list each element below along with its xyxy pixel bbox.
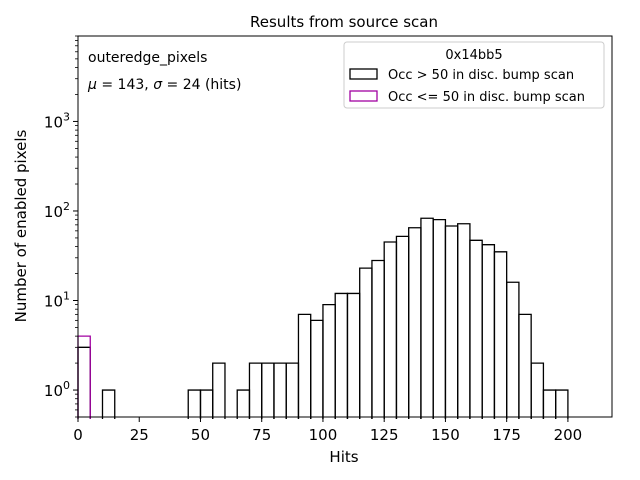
histogram-bin [187, 389, 202, 419]
y-tick-label: 102 [44, 200, 70, 221]
annotation-dataset-name: outeredge_pixels [88, 50, 207, 66]
y-axis: 100 101 102 103 [44, 35, 78, 418]
histogram-bin [285, 362, 300, 419]
histogram-bin [383, 241, 398, 419]
histogram-bin [248, 362, 263, 419]
y-tick-label: 101 [44, 290, 70, 311]
x-axis: 0 25 50 75 100 125 150 175 200 [73, 417, 582, 444]
x-tick-label: 25 [130, 426, 149, 444]
histogram-bin [199, 389, 214, 419]
x-tick-label: 0 [73, 426, 83, 444]
histogram-bin [420, 217, 434, 419]
histogram-bin [555, 389, 569, 419]
legend-swatch-occ-below-50 [349, 90, 378, 102]
histogram-bin [334, 292, 349, 419]
histogram-bin [395, 235, 410, 419]
histogram-bin [457, 223, 471, 419]
x-tick-label: 50 [191, 426, 210, 444]
annotation-stats: μ = 143, σ = 24 (hits) [87, 77, 241, 93]
histogram-bin [297, 313, 312, 419]
x-tick-label: 100 [309, 426, 338, 444]
histogram-bin [77, 346, 91, 419]
histogram-bin [408, 227, 422, 419]
histogram-bin [518, 313, 532, 419]
plot-bars [77, 217, 569, 419]
histogram-bin [77, 335, 91, 419]
histogram-bin [310, 319, 324, 419]
histogram-bin [530, 362, 545, 419]
series-1 [77, 335, 91, 419]
y-axis-label: Number of enabled pixels [12, 129, 30, 322]
sigma-symbol: σ [153, 77, 163, 93]
x-tick-label: 175 [492, 426, 521, 444]
legend-label-occ-above-50: Occ > 50 in disc. bump scan [388, 68, 574, 83]
histogram-bin [236, 389, 251, 419]
x-tick-label: 200 [554, 426, 583, 444]
legend: 0x14bb5 Occ > 50 in disc. bump scan Occ … [343, 41, 605, 109]
x-tick-label: 150 [431, 426, 460, 444]
legend-swatch-occ-above-50 [349, 68, 378, 80]
histogram-bin [493, 251, 508, 419]
histogram-bin [469, 239, 483, 419]
x-tick-label: 75 [252, 426, 271, 444]
histogram-bin [212, 362, 226, 419]
x-axis-label: Hits [329, 448, 358, 466]
histogram-bin [273, 362, 287, 419]
x-tick-label: 125 [370, 426, 399, 444]
histogram-bin [322, 303, 336, 419]
histogram-bin [371, 259, 385, 419]
legend-label-occ-below-50: Occ <= 50 in disc. bump scan [388, 90, 585, 105]
sigma-value: = 24 (hits) [162, 77, 241, 93]
y-tick-label: 103 [44, 110, 70, 131]
histogram-bin [481, 244, 496, 419]
histogram-bin [101, 389, 116, 419]
y-tick-label: 100 [44, 379, 70, 400]
histogram-bin [261, 362, 275, 419]
histogram-bin [432, 219, 447, 419]
histogram-bin [359, 267, 373, 419]
mu-symbol: μ [87, 77, 97, 93]
histogram-bin [444, 225, 459, 419]
chart-title: Results from source scan [250, 13, 438, 31]
histogram-bin [542, 389, 557, 419]
legend-title: 0x14bb5 [445, 48, 502, 63]
series-0 [77, 217, 569, 419]
histogram-bin [506, 281, 520, 419]
histogram-bin [346, 292, 361, 419]
mu-value: = 143, [97, 77, 153, 93]
legend-frame [343, 41, 605, 109]
plot-frame [77, 35, 613, 418]
